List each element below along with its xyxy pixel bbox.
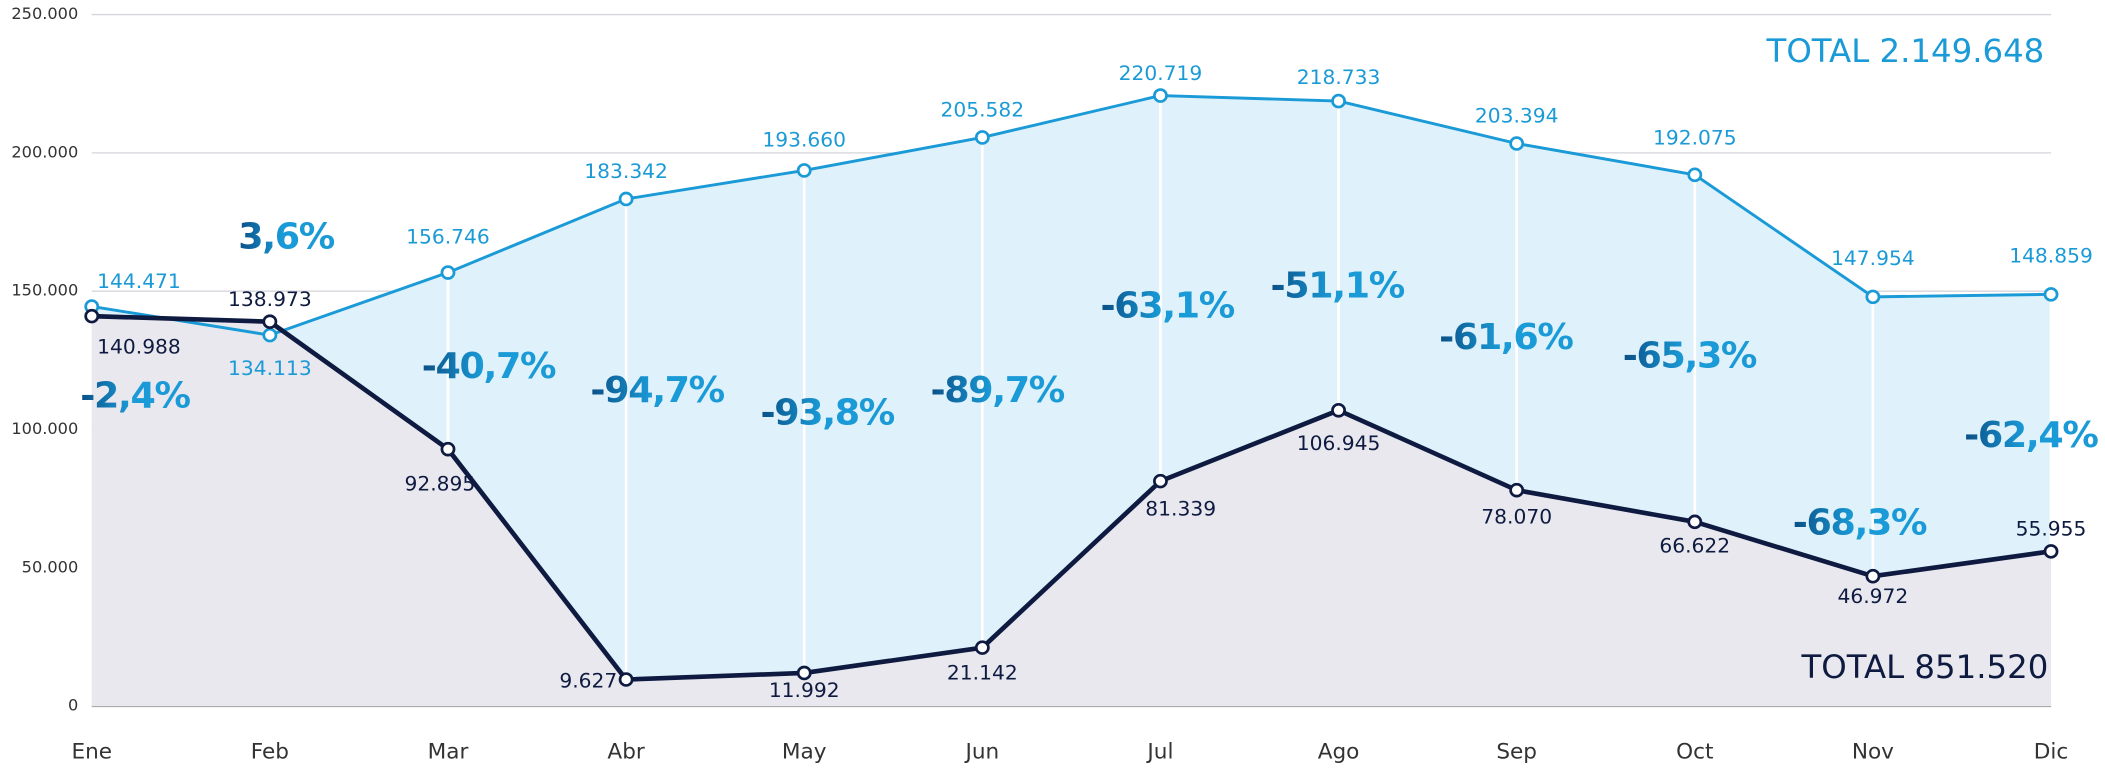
y-tick-label: 0: [68, 696, 78, 715]
data-label: 144.471: [97, 269, 181, 293]
x-tick-label: May: [782, 740, 827, 765]
point: [1331, 403, 1346, 418]
x-tick-label: Mar: [428, 740, 469, 765]
data-label: 193.660: [762, 128, 846, 152]
annotation: -51,1%: [1271, 264, 1406, 307]
point: [1687, 167, 1703, 183]
x-tick-label: Oct: [1676, 740, 1713, 765]
data-label: 147.954: [1831, 246, 1915, 270]
data-label: 11.992: [769, 678, 840, 702]
data-label: 46.972: [1838, 584, 1909, 608]
annotation: -89,7%: [930, 368, 1065, 411]
x-tick-label: Ago: [1318, 740, 1360, 765]
annotation: -62,4%: [1964, 413, 2099, 456]
y-tick-label: 150.000: [11, 281, 78, 300]
line: [91, 313, 2052, 682]
data-label: 220.719: [1119, 61, 1203, 85]
point: [1687, 514, 1703, 530]
point: [1865, 289, 1881, 305]
data-label: 218.733: [1297, 65, 1381, 89]
data-label: 92.895: [404, 472, 475, 496]
point: [440, 265, 456, 280]
x-tick-label: Abr: [607, 740, 645, 765]
data-label: 134.113: [228, 356, 312, 380]
annotation: -68,3%: [1793, 501, 1928, 544]
data-label: 21.142: [947, 661, 1018, 685]
x-tick-label: Ene: [71, 740, 112, 765]
point: [618, 672, 634, 687]
data-label: 106.945: [1297, 431, 1381, 455]
point: [618, 191, 634, 207]
annotation: -40,7%: [422, 345, 557, 388]
data-label: 81.339: [1145, 497, 1216, 521]
total-label: TOTAL 2.149.648: [1766, 32, 2045, 70]
data-label: 205.582: [941, 98, 1025, 122]
point: [1331, 93, 1346, 109]
x-tick-label: Feb: [251, 740, 289, 765]
x-tick-label: Jun: [963, 740, 999, 765]
line: [91, 94, 2052, 337]
data-label: 9.627: [559, 669, 617, 693]
y-tick-label: 50.000: [22, 557, 79, 576]
point: [1509, 136, 1525, 151]
point: [974, 640, 990, 655]
x-tick-label: Dic: [2034, 740, 2068, 765]
area: [91, 316, 2052, 707]
point: [2043, 287, 2059, 302]
data-label: 183.342: [584, 159, 668, 183]
point: [796, 665, 812, 681]
total-label: TOTAL 851.520: [1800, 648, 2048, 686]
annotation: 3,6%: [238, 215, 335, 258]
data-label: 66.622: [1659, 534, 1730, 558]
data-label: 55.955: [2016, 517, 2087, 541]
data-label: 138.973: [228, 287, 312, 311]
data-label: 192.075: [1653, 126, 1737, 150]
point: [1153, 88, 1168, 103]
point: [440, 441, 456, 457]
point: [262, 314, 278, 329]
point: [796, 163, 812, 178]
annotation: -94,7%: [590, 368, 725, 411]
annotation: -63,1%: [1100, 284, 1235, 327]
point: [1865, 568, 1881, 584]
point: [2043, 544, 2059, 559]
data-label: 140.988: [97, 335, 181, 359]
point: [1509, 482, 1525, 498]
annotation: -65,3%: [1623, 334, 1758, 377]
y-tick-label: 100.000: [11, 419, 78, 438]
x-tick-label: Nov: [1852, 740, 1894, 765]
data-label: 156.746: [406, 225, 490, 249]
data-label: 78.070: [1481, 505, 1552, 529]
x-tick-label: Jul: [1145, 740, 1173, 765]
data-label: 148.859: [2009, 244, 2093, 268]
annotation: -93,8%: [760, 391, 895, 434]
y-tick-label: 250.000: [11, 4, 78, 23]
point: [262, 327, 278, 343]
point: [974, 130, 990, 145]
point: [1153, 473, 1168, 489]
annotation: -61,6%: [1439, 315, 1574, 358]
annotation: -2,4%: [80, 374, 191, 417]
y-tick-label: 200.000: [11, 142, 78, 161]
data-label: 203.394: [1475, 104, 1559, 128]
point: [84, 308, 100, 324]
x-tick-label: Sep: [1496, 740, 1537, 765]
